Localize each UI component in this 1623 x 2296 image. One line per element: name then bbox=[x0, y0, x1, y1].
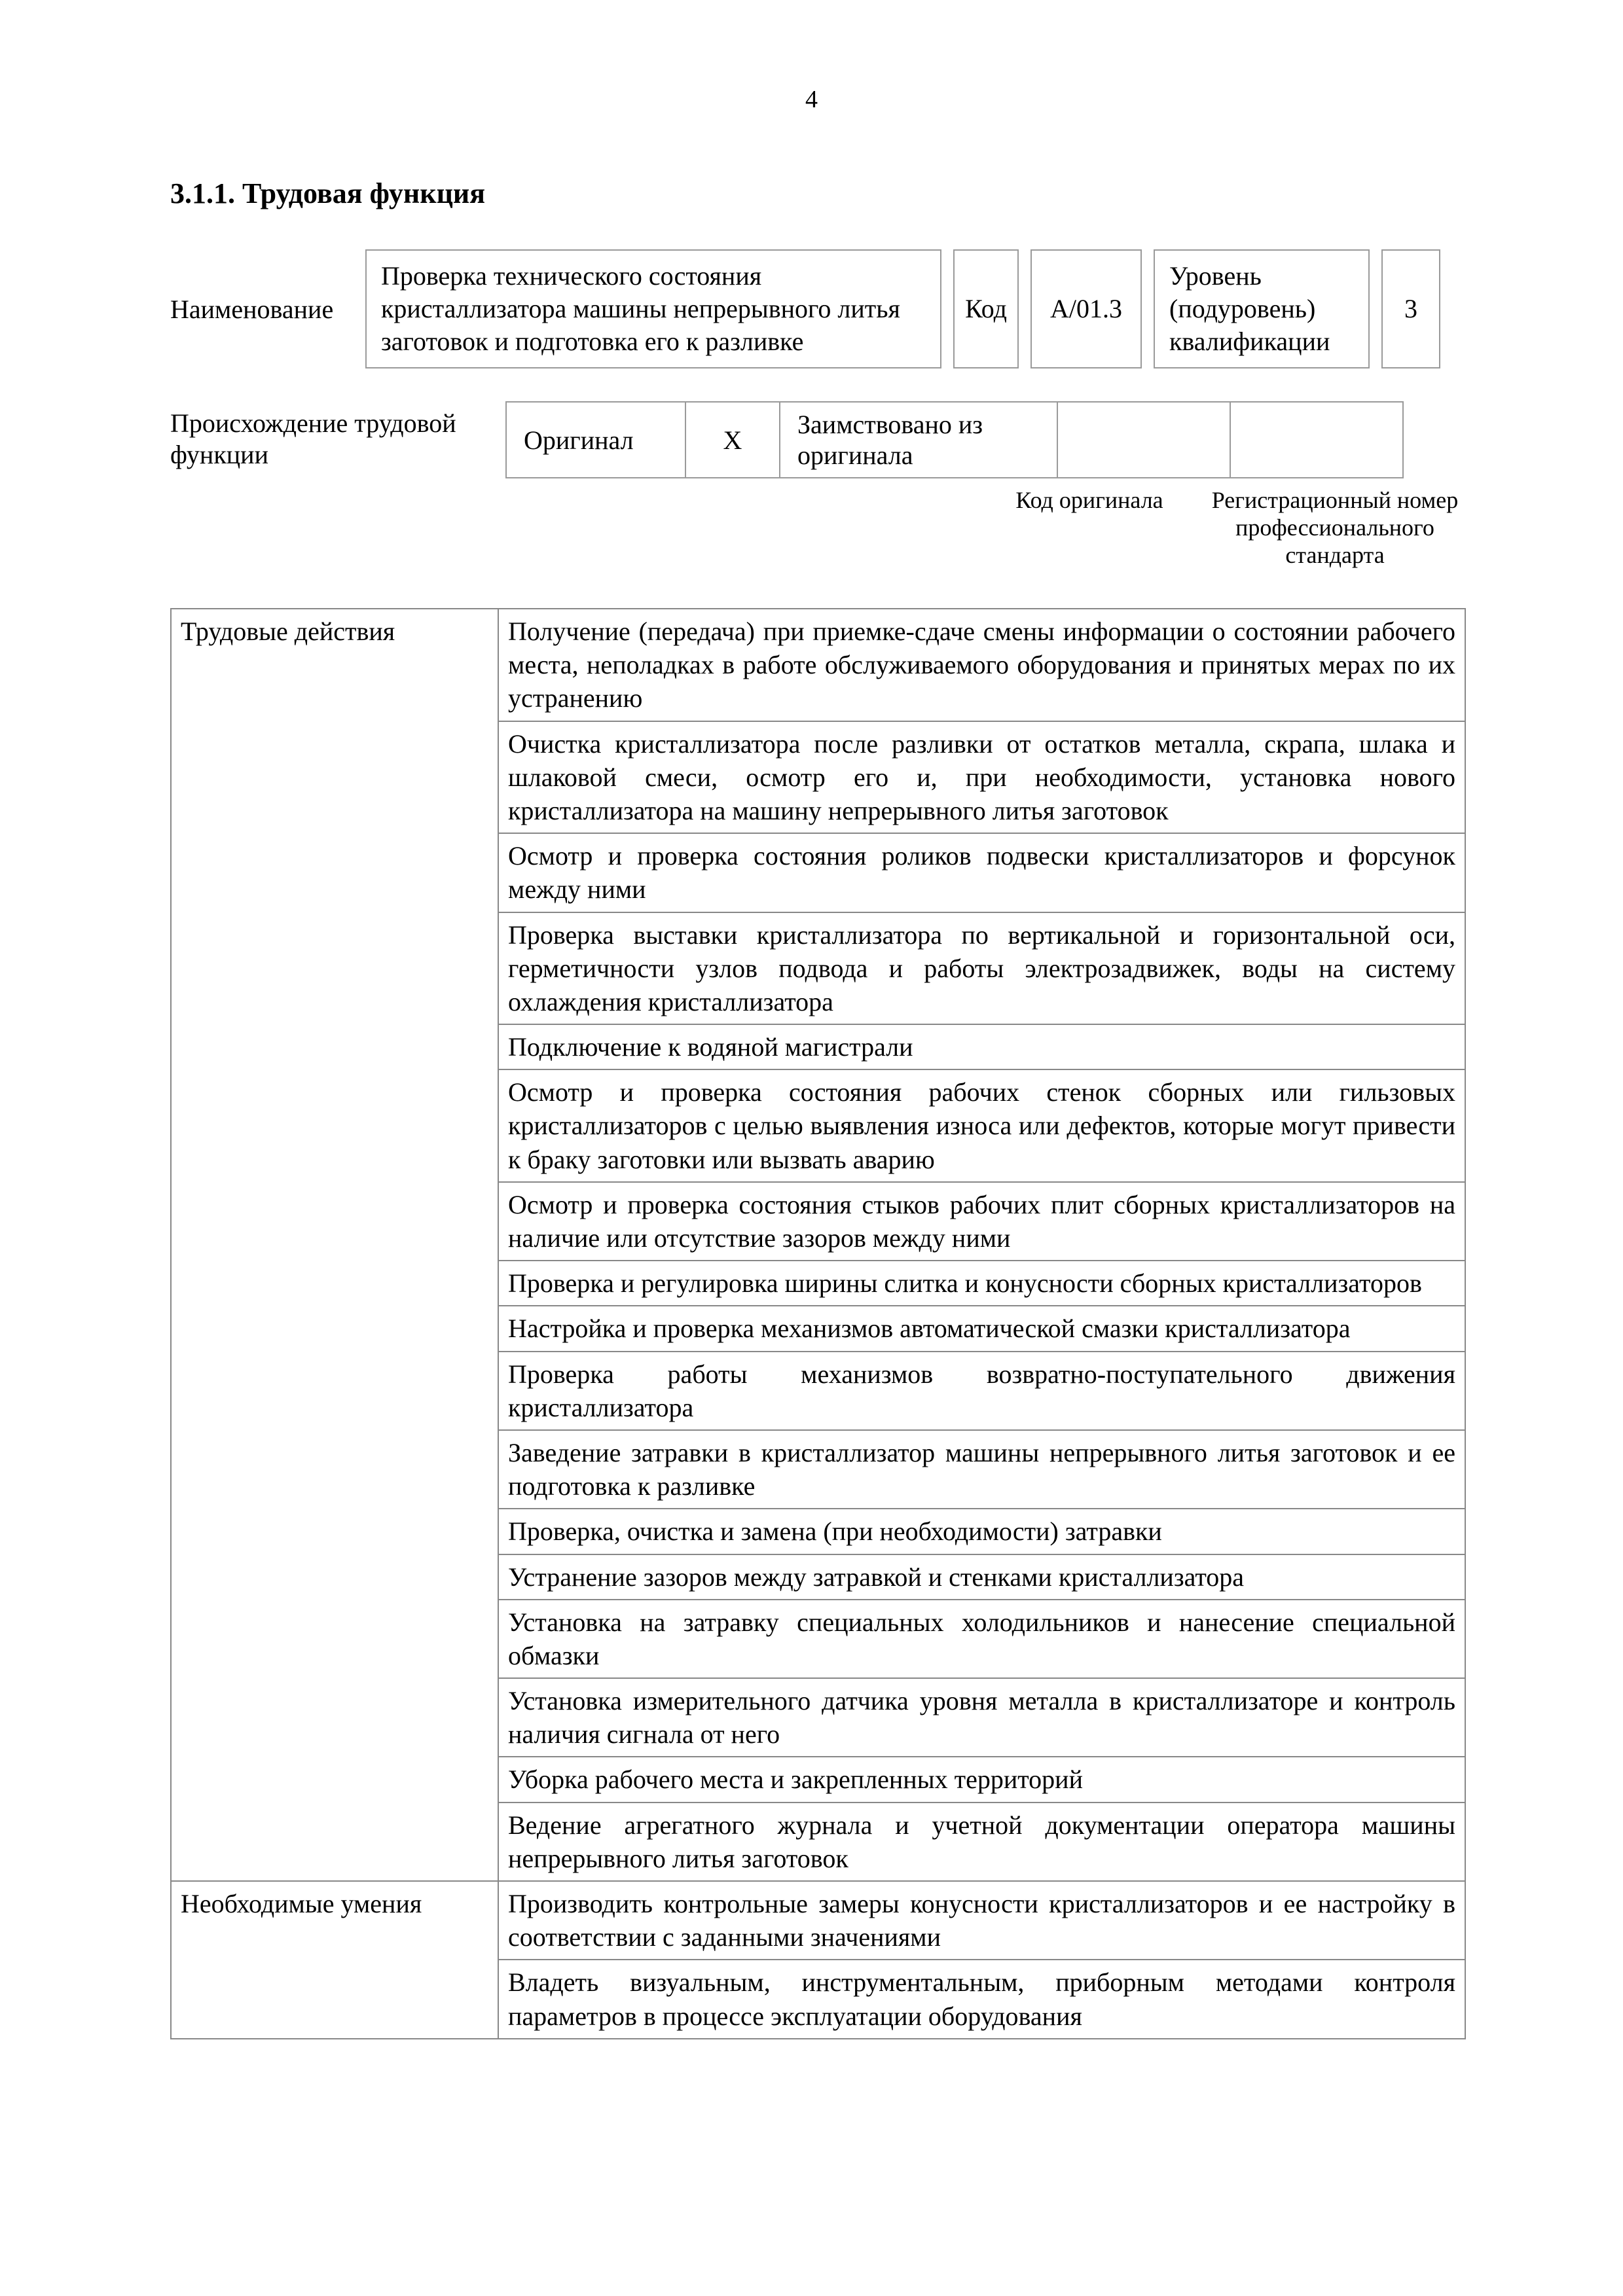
origin-row: Происхождение трудовой функции Оригинал … bbox=[170, 401, 1466, 478]
row-text: Подключение к водяной магистрали bbox=[498, 1024, 1465, 1069]
origin-original-label: Оригинал bbox=[506, 402, 685, 478]
under-reg-label: Регистрационный номер профессионального … bbox=[1204, 486, 1466, 569]
table-row: Необходимые уменияПроизводить контрольны… bbox=[171, 1881, 1465, 1960]
side-header: Необходимые умения bbox=[171, 1881, 498, 2039]
row-text: Осмотр и проверка состояния роликов подв… bbox=[498, 833, 1465, 912]
row-text: Настройка и проверка механизмов автомати… bbox=[498, 1306, 1465, 1351]
origin-borrowed-label: Заимствовано из оригинала bbox=[780, 402, 1057, 478]
main-table: Трудовые действияПолучение (передача) пр… bbox=[170, 608, 1466, 2039]
row-text: Проверка работы механизмов возвратно-пос… bbox=[498, 1352, 1465, 1430]
row-text: Устранение зазоров между затравкой и сте… bbox=[498, 1554, 1465, 1600]
origin-code-cell bbox=[1057, 402, 1230, 478]
row-text: Получение (передача) при приемке-сдаче с… bbox=[498, 609, 1465, 721]
row-text: Очистка кристаллизатора после разливки о… bbox=[498, 721, 1465, 834]
section-title: 3.1.1. Трудовая функция bbox=[170, 177, 1466, 210]
row-text: Проверка выставки кристаллизатора по вер… bbox=[498, 912, 1465, 1025]
row-text: Производить контрольные замеры конусност… bbox=[498, 1881, 1465, 1960]
row-text: Заведение затравки в кристаллизатор маши… bbox=[498, 1430, 1465, 1509]
level-label: Уровень (подуровень) квалификации bbox=[1154, 249, 1370, 368]
origin-reg-cell bbox=[1230, 402, 1403, 478]
name-value: Проверка технического состояния кристалл… bbox=[365, 249, 941, 368]
row-text: Ведение агрегатного журнала и учетной до… bbox=[498, 1803, 1465, 1881]
side-header: Трудовые действия bbox=[171, 609, 498, 1881]
function-header-row: Наименование Проверка технического состо… bbox=[170, 249, 1466, 368]
origin-label: Происхождение трудовой функции bbox=[170, 401, 491, 471]
table-row: Трудовые действияПолучение (передача) пр… bbox=[171, 609, 1465, 721]
code-label: Код bbox=[953, 249, 1019, 368]
origin-original-mark: X bbox=[685, 402, 780, 478]
code-value: A/01.3 bbox=[1030, 249, 1142, 368]
row-text: Установка измерительного датчика уровня … bbox=[498, 1678, 1465, 1757]
row-text: Уборка рабочего места и закрепленных тер… bbox=[498, 1757, 1465, 1802]
origin-under-labels: Код оригинала Регистрационный номер проф… bbox=[170, 486, 1466, 569]
row-text: Проверка, очистка и замена (при необходи… bbox=[498, 1509, 1465, 1554]
under-code-label: Код оригинала bbox=[1014, 486, 1165, 569]
name-label: Наименование bbox=[170, 249, 354, 368]
origin-table: Оригинал X Заимствовано из оригинала bbox=[505, 401, 1404, 478]
level-value: 3 bbox=[1381, 249, 1440, 368]
row-text: Осмотр и проверка состояния стыков рабоч… bbox=[498, 1182, 1465, 1261]
row-text: Проверка и регулировка ширины слитка и к… bbox=[498, 1261, 1465, 1306]
row-text: Владеть визуальным, инструментальным, пр… bbox=[498, 1960, 1465, 2038]
row-text: Осмотр и проверка состояния рабочих стен… bbox=[498, 1069, 1465, 1182]
row-text: Установка на затравку специальных холоди… bbox=[498, 1600, 1465, 1678]
page-number: 4 bbox=[805, 85, 818, 114]
